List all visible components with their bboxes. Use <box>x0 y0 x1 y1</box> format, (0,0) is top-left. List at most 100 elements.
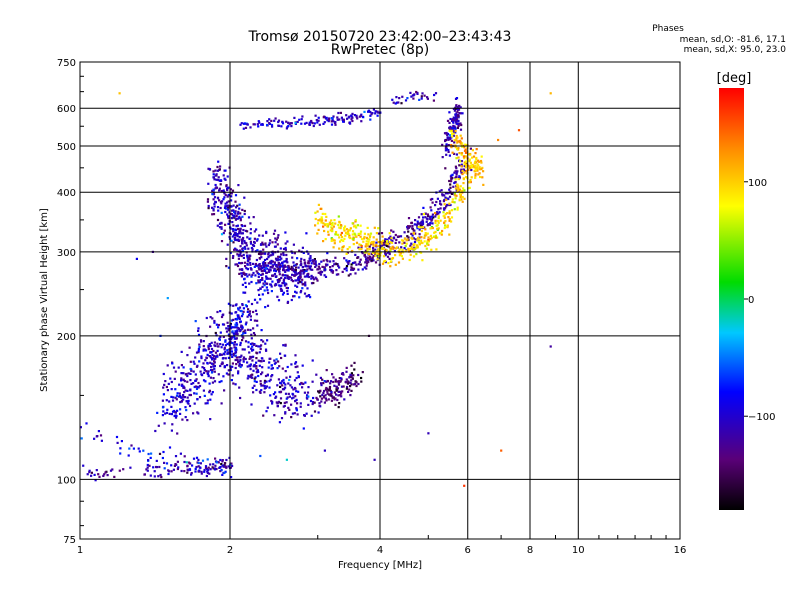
data-point <box>214 169 217 172</box>
data-point <box>230 205 233 208</box>
data-point <box>260 329 263 332</box>
data-point <box>423 236 426 239</box>
data-point <box>220 463 223 466</box>
x-tick-label: 1 <box>77 545 83 556</box>
data-point <box>223 365 226 368</box>
data-point <box>203 367 206 370</box>
data-point <box>241 339 244 342</box>
data-point <box>201 459 205 462</box>
data-point <box>438 211 441 214</box>
data-point <box>213 202 216 205</box>
data-point <box>452 107 455 110</box>
data-point <box>328 393 331 396</box>
data-point <box>236 233 239 236</box>
data-point <box>186 468 189 471</box>
data-point <box>185 461 188 464</box>
data-point <box>300 381 303 385</box>
data-point <box>283 386 286 389</box>
data-point <box>446 224 449 227</box>
data-point <box>345 366 348 369</box>
data-point <box>285 127 288 130</box>
data-point <box>420 229 423 233</box>
data-point <box>230 379 233 382</box>
data-point <box>444 220 447 223</box>
data-point <box>447 216 450 219</box>
data-point <box>182 366 185 369</box>
data-point <box>455 153 458 156</box>
data-point <box>258 293 261 296</box>
data-point <box>349 373 352 376</box>
data-point <box>327 388 330 392</box>
data-point <box>420 251 423 254</box>
data-point <box>338 247 341 250</box>
data-point <box>266 406 269 409</box>
data-point <box>389 241 392 244</box>
data-point <box>209 418 212 421</box>
data-point <box>445 198 448 201</box>
data-point <box>349 273 352 276</box>
data-point <box>324 397 327 400</box>
data-point <box>409 244 412 247</box>
data-point <box>242 256 245 259</box>
data-point <box>224 210 227 214</box>
data-point <box>225 184 228 187</box>
data-point <box>252 216 255 219</box>
data-point <box>207 344 210 347</box>
data-point <box>170 395 173 398</box>
data-point <box>325 380 328 383</box>
data-point <box>267 277 270 280</box>
data-point <box>279 402 282 405</box>
data-point <box>369 110 372 114</box>
data-point <box>372 240 375 243</box>
data-point <box>223 192 226 195</box>
data-point <box>211 189 214 192</box>
data-point <box>225 466 228 469</box>
data-point <box>349 236 352 240</box>
data-point <box>320 382 323 385</box>
data-point <box>414 232 417 235</box>
data-point <box>274 245 277 248</box>
data-point <box>163 383 166 386</box>
data-point <box>459 160 462 163</box>
data-point <box>318 267 321 270</box>
data-point <box>390 241 393 244</box>
data-point <box>207 466 210 469</box>
data-point <box>394 263 397 266</box>
data-point <box>261 270 264 273</box>
data-point <box>345 269 348 272</box>
data-point <box>256 370 259 373</box>
data-point <box>230 476 233 479</box>
data-point <box>363 235 366 239</box>
data-point <box>269 260 272 263</box>
data-point <box>243 122 246 125</box>
data-point <box>437 208 440 211</box>
data-point <box>249 376 252 379</box>
data-point <box>218 179 221 182</box>
data-point <box>258 257 261 260</box>
data-point <box>295 376 298 380</box>
data-point <box>458 152 461 155</box>
data-point <box>407 217 411 220</box>
data-point <box>343 398 346 401</box>
data-point <box>238 261 241 265</box>
data-point <box>276 405 279 408</box>
data-point <box>415 90 418 94</box>
data-point <box>239 252 242 255</box>
data-point <box>290 125 293 128</box>
data-point <box>354 261 357 264</box>
data-point <box>369 255 372 258</box>
data-point <box>433 231 436 234</box>
data-point <box>338 236 341 239</box>
data-point <box>93 437 96 440</box>
data-point <box>167 382 170 385</box>
data-point <box>320 384 323 387</box>
data-point <box>482 183 485 186</box>
data-point <box>202 349 205 352</box>
data-point <box>248 237 251 240</box>
data-point <box>462 155 465 158</box>
data-point <box>206 200 209 203</box>
data-point <box>293 252 296 255</box>
data-point <box>167 472 170 476</box>
data-point <box>255 361 258 364</box>
x-tick-label: 6 <box>465 545 471 556</box>
